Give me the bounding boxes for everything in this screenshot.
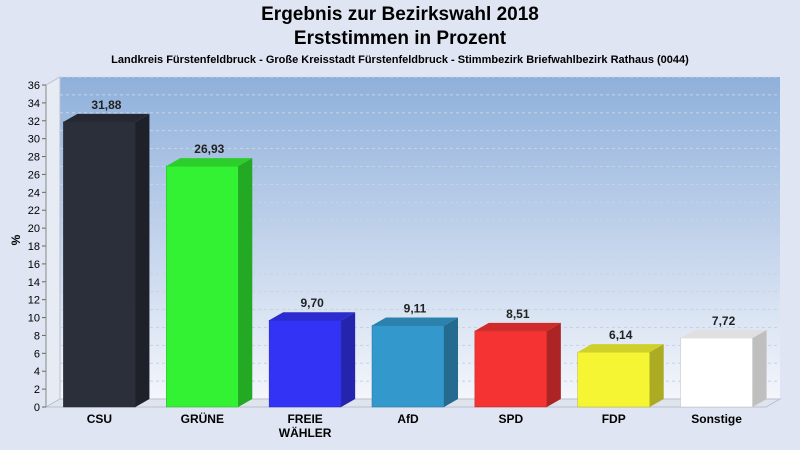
x-tick-label: FREIE: [287, 412, 322, 426]
y-tick-label: 34: [28, 98, 40, 110]
bar-2: [166, 158, 253, 408]
y-tick-label: 12: [28, 295, 40, 307]
y-tick-label: 2: [34, 384, 40, 396]
y-tick-label: 22: [28, 205, 40, 217]
y-tick-label: 24: [28, 187, 40, 199]
chart-subtitle: Landkreis Fürstenfeldbruck - Große Kreis…: [111, 54, 689, 66]
bar-front: [166, 165, 239, 408]
data-label: 6,14: [609, 328, 633, 342]
data-label: 8,51: [506, 307, 530, 321]
bar-front: [474, 330, 548, 408]
x-tick-label: CSU: [87, 412, 112, 426]
bar-side: [752, 329, 767, 407]
bar-4: [371, 317, 458, 408]
bar-6: [577, 344, 664, 408]
bar-side: [135, 113, 150, 408]
x-tick-label: Sonstige: [691, 412, 742, 426]
bar-front: [577, 351, 650, 408]
bar-front: [63, 121, 136, 408]
y-tick-label: 26: [28, 169, 40, 181]
y-tick-label: 20: [28, 223, 40, 235]
y-tick-label: 10: [28, 313, 40, 325]
bar-top: [166, 158, 253, 167]
chart-title: Ergebnis zur Bezirkswahl 2018: [261, 4, 539, 25]
bar-side: [546, 322, 561, 407]
x-tick-label: FDP: [602, 412, 626, 426]
y-tick-label: 32: [28, 116, 40, 128]
y-tick-label: 36: [28, 80, 40, 92]
bar-3: [268, 312, 356, 408]
plot-side-wall: [45, 76, 61, 408]
data-label: 9,11: [404, 302, 427, 316]
bar-7: [680, 329, 767, 408]
x-tick-label: GRÜNE: [181, 411, 224, 426]
data-label: 31,88: [91, 98, 121, 112]
bar-top: [269, 312, 356, 321]
x-tick-label: WÄHLER: [279, 425, 332, 440]
bar-top: [474, 322, 561, 331]
bar-front: [680, 337, 753, 408]
y-tick-label: 18: [28, 241, 40, 253]
y-tick-label: 0: [34, 402, 40, 414]
y-tick-label: 8: [34, 330, 40, 342]
x-tick-label: SPD: [499, 412, 524, 426]
y-tick-label: 4: [34, 366, 40, 378]
chart-title-secondary: Erststimmen in Prozent: [293, 28, 507, 49]
bar-5: [474, 322, 561, 408]
x-tick-label: AfD: [397, 412, 419, 426]
data-label: 9,70: [300, 296, 324, 310]
bar-top: [372, 317, 458, 326]
y-axis-label: %: [9, 234, 23, 245]
y-tick-label: 14: [28, 277, 40, 289]
bar-top: [680, 329, 767, 338]
bar-top: [577, 344, 664, 353]
y-tick-label: 30: [28, 134, 40, 146]
y-tick-label: 6: [34, 348, 40, 360]
bar-side: [444, 317, 458, 407]
bar-front: [371, 325, 445, 408]
bar-front: [268, 319, 342, 408]
bar-side: [649, 344, 664, 407]
bar-top: [63, 113, 150, 122]
y-tick-label: 16: [28, 259, 40, 271]
bar-1: [63, 113, 150, 408]
bar-side: [238, 158, 253, 407]
y-tick-label: 28: [28, 152, 40, 164]
bar-side: [341, 312, 356, 407]
data-label: 7,72: [712, 314, 736, 328]
data-label: 26,93: [194, 142, 224, 156]
